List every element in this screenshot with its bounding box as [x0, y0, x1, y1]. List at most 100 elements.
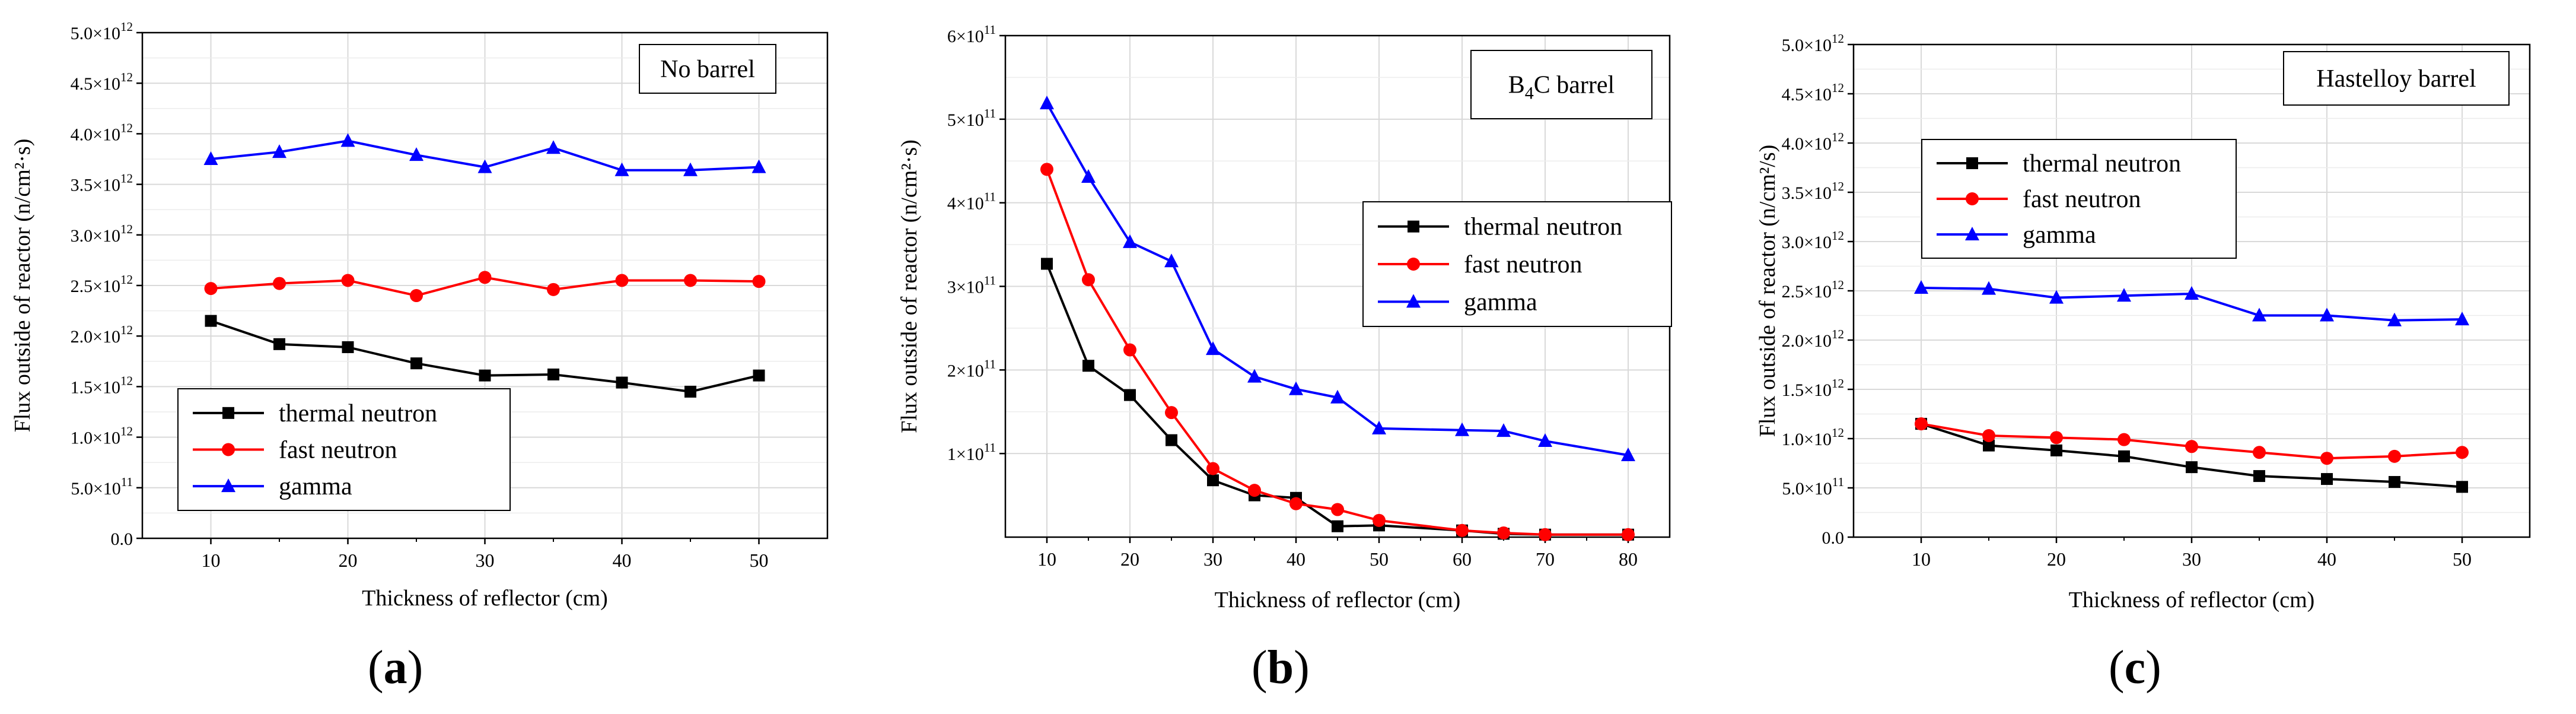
chart-b: 10 20 30 40 50 60 70 80 1×1011 2×1011 3×1011 4×1011… — [897, 23, 1672, 613]
data-point-gamma — [1455, 422, 1469, 436]
y-tick-label: 3.0×1012 — [1782, 229, 1844, 252]
data-point-gamma — [2117, 288, 2131, 302]
y-tick-label: 5×1011 — [947, 106, 996, 130]
data-point-fast — [547, 283, 560, 296]
x-tick-label: 20 — [1120, 548, 1139, 570]
data-point-gamma — [1081, 169, 1096, 183]
data-point-fast — [1539, 528, 1552, 541]
legend-marker-thermal — [1408, 220, 1419, 233]
y-axis-title: Flux outside of reactor (n/cm²·s) — [897, 139, 922, 433]
legend-label-gamma: gamma — [2023, 221, 2096, 249]
data-point-thermal — [342, 341, 354, 353]
data-point-thermal — [2389, 476, 2400, 488]
data-point-gamma — [1289, 381, 1303, 395]
data-point-gamma — [752, 159, 766, 173]
data-point-thermal — [2253, 470, 2265, 483]
data-point-thermal — [1332, 520, 1343, 532]
data-point-thermal — [1041, 258, 1053, 270]
x-tick-label: 80 — [1619, 548, 1638, 570]
data-point-fast — [1082, 273, 1095, 287]
data-point-fast — [1373, 513, 1386, 527]
data-point-gamma — [1164, 253, 1179, 268]
data-point-thermal — [1166, 434, 1177, 446]
data-point-fast — [1331, 503, 1344, 516]
legend-marker-gamma — [1965, 227, 1979, 240]
y-axis-title: Flux outside of reactor (n/cm²/s) — [1755, 145, 1780, 437]
y-tick-label: 5.0×1012 — [1782, 31, 1844, 55]
x-tick-label: 50 — [1370, 548, 1389, 570]
x-axis-title: Thickness of reflector (cm) — [362, 586, 608, 611]
data-point-thermal — [616, 376, 628, 389]
y-tick-label: 3.5×1012 — [71, 172, 133, 195]
y-tick-label: 4.0×1012 — [71, 120, 133, 144]
series-gamma — [1040, 96, 1635, 461]
data-point-thermal — [547, 368, 559, 380]
panel-tag-text: No barrel — [660, 56, 755, 83]
data-point-thermal — [684, 385, 696, 398]
series-thermal — [1915, 418, 2468, 493]
data-point-gamma — [340, 133, 355, 147]
panel-tag-text: Hastelloy barrel — [2316, 65, 2476, 93]
legend: thermal neutron fast neutron gamma — [1921, 139, 2237, 259]
series-thermal — [205, 315, 765, 398]
data-point-fast — [615, 274, 629, 287]
data-point-gamma — [683, 162, 698, 176]
data-point-gamma — [1330, 389, 1345, 404]
legend-label-thermal: thermal neutron — [1464, 214, 1622, 241]
data-point-fast — [2050, 431, 2063, 445]
x-tick-label: 40 — [613, 550, 632, 571]
data-point-gamma — [477, 159, 492, 173]
y-tick-label: 4×1011 — [947, 190, 996, 214]
data-point-fast — [2320, 452, 2333, 465]
series-gamma — [1914, 280, 2469, 326]
y-tick-label: 3×1011 — [947, 274, 996, 297]
data-point-thermal — [205, 315, 217, 327]
data-point-gamma — [2252, 307, 2266, 322]
legend-label-gamma: gamma — [1464, 288, 1537, 316]
data-point-fast — [273, 277, 286, 290]
data-point-thermal — [1207, 474, 1219, 487]
data-point-gamma — [2387, 312, 2402, 326]
data-point-gamma — [2049, 290, 2064, 304]
data-point-fast — [478, 271, 492, 284]
data-point-gamma — [1982, 281, 1996, 295]
data-point-gamma — [1372, 420, 1386, 434]
data-point-fast — [684, 274, 697, 287]
y-tick-label: 1.0×1012 — [71, 424, 133, 448]
series-fast — [204, 271, 766, 303]
data-point-fast — [341, 274, 355, 287]
data-point-gamma — [203, 151, 218, 165]
data-point-thermal — [1124, 389, 1136, 401]
data-point-fast — [1497, 526, 1510, 540]
x-tick-label: 40 — [2317, 548, 2336, 570]
y-tick-label: 4.5×1012 — [1782, 81, 1844, 104]
data-point-fast — [410, 289, 423, 303]
data-point-thermal — [1082, 360, 1094, 372]
legend-marker-fast — [222, 443, 235, 456]
data-point-gamma — [272, 144, 286, 158]
data-point-fast — [1289, 497, 1303, 510]
x-axis-title: Thickness of reflector (cm) — [2069, 588, 2315, 613]
data-point-fast — [204, 282, 218, 296]
data-point-fast — [2456, 446, 2469, 459]
y-tick-label: 3.5×1012 — [1782, 179, 1844, 203]
legend-marker-thermal — [222, 407, 234, 419]
legend-marker-thermal — [1966, 157, 1978, 169]
legend-marker-fast — [1407, 258, 1420, 271]
x-tick-label: 10 — [202, 550, 221, 571]
y-tick-label: 4.5×1012 — [71, 70, 133, 94]
data-point-gamma — [1914, 280, 1928, 294]
y-tick-label: 4.0×1012 — [1782, 130, 1844, 154]
legend-label-gamma: gamma — [279, 473, 352, 500]
y-tick-label: 3.0×1012 — [71, 222, 133, 246]
x-tick-label: 50 — [750, 550, 769, 571]
legend-label-fast: fast neutron — [2023, 186, 2141, 213]
y-tick-label: 2×1011 — [947, 357, 996, 380]
data-point-gamma — [1123, 234, 1137, 248]
y-axis-title: Flux outside of reactor (n/cm²·s) — [10, 139, 35, 433]
y-tick-label: 1×1011 — [947, 440, 996, 464]
data-point-gamma — [546, 140, 561, 154]
data-point-gamma — [409, 147, 424, 161]
data-point-thermal — [2186, 461, 2198, 474]
